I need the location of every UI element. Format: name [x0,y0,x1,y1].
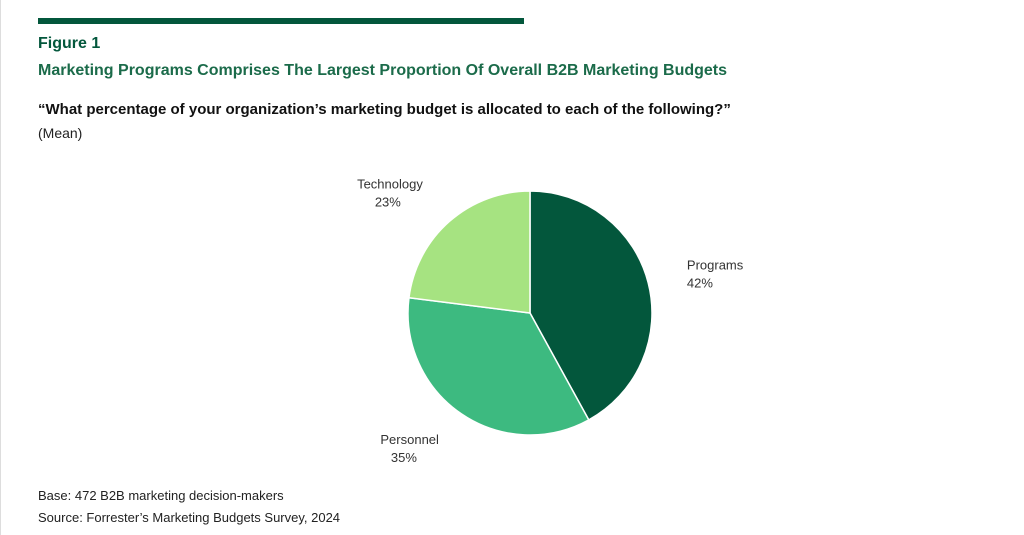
pie-slice-technology [408,190,531,314]
slice-value-label: 42% [687,276,713,291]
pie-slice-personnel [407,296,590,436]
slice-category-label: Personnel [380,432,439,447]
slice-category-label: Programs [687,258,744,273]
chart-note: (Mean) [38,125,83,141]
base-note: Base: 472 B2B marketing decision-makers [38,488,284,503]
chart-subtitle: “What percentage of your organization’s … [38,101,731,118]
pie-slice-programs [529,190,653,421]
slice-value-label: 23% [375,194,401,209]
figure-label: Figure 1 [38,35,101,52]
source-note: Source: Forrester’s Marketing Budgets Su… [38,510,341,525]
slice-value-label: 35% [391,450,417,465]
chart-title: Marketing Programs Comprises The Largest… [38,62,728,79]
accent-bar [38,18,524,24]
slice-category-label: Technology [357,176,423,191]
